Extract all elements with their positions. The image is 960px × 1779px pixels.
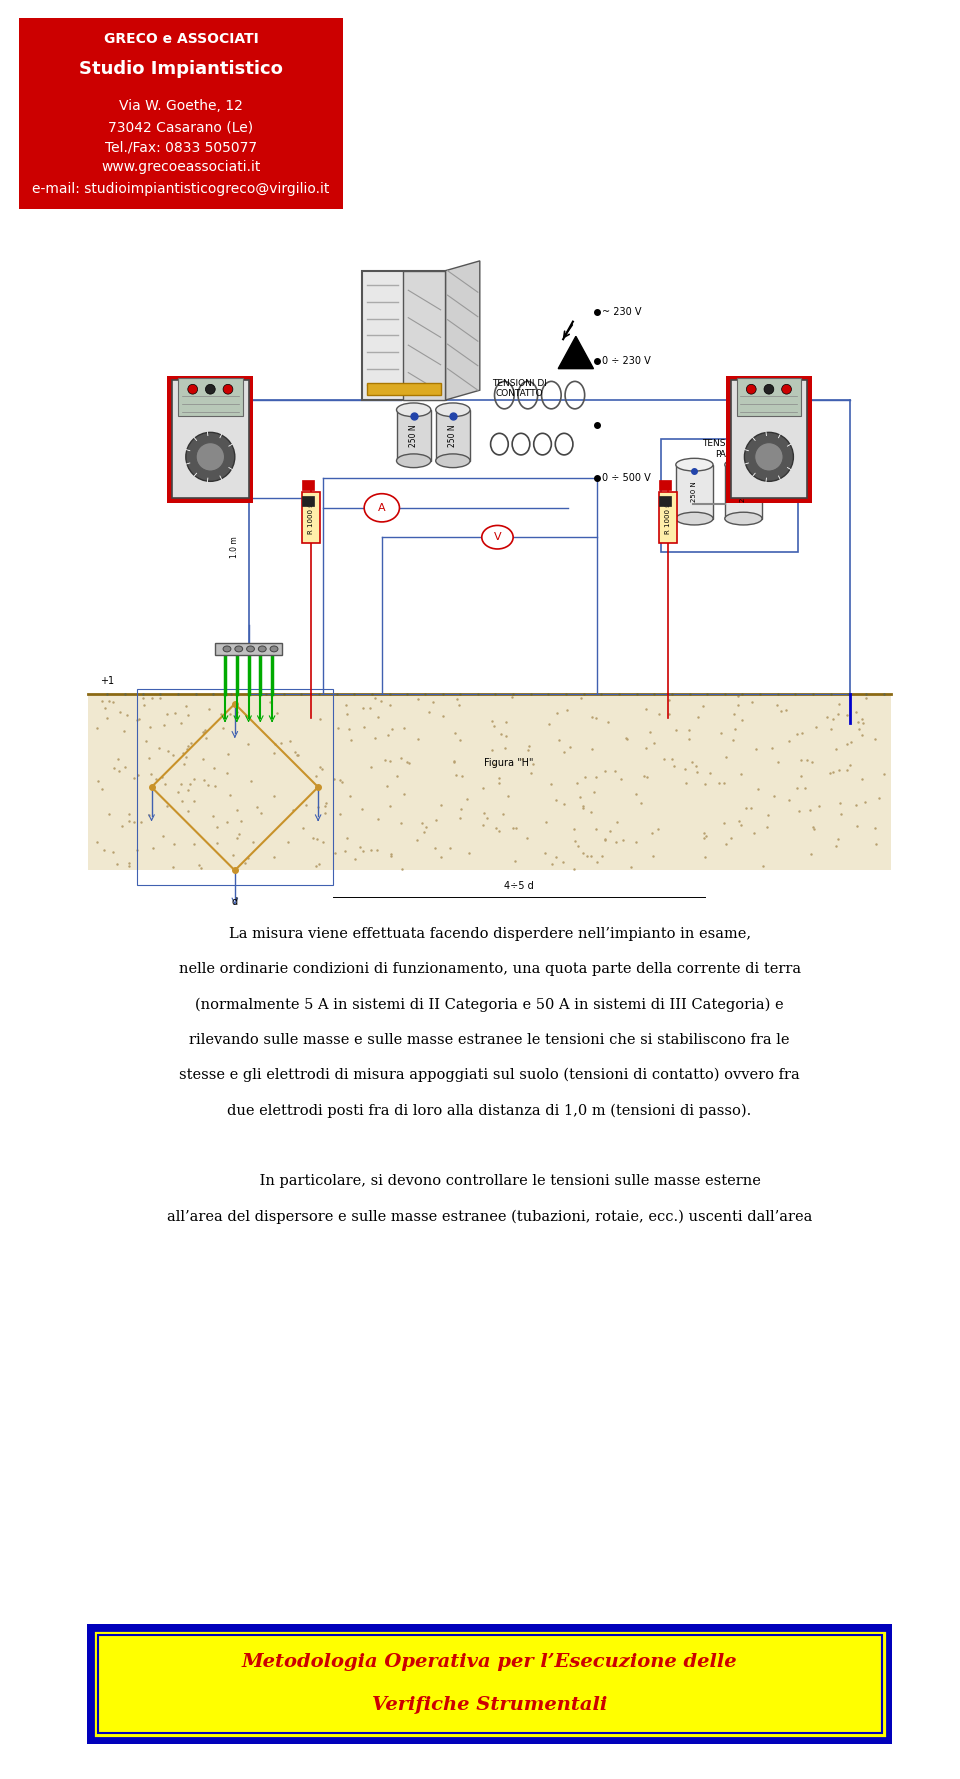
FancyBboxPatch shape [736,379,802,416]
Ellipse shape [482,525,514,550]
Text: all’area del dispersore e sulle masse estranee (tubazioni, rotaie, ecc.) uscenti: all’area del dispersore e sulle masse es… [167,1210,812,1224]
Text: Tel./Fax: 0833 505077: Tel./Fax: 0833 505077 [105,141,257,155]
Text: 1.0 m: 1.0 m [230,535,239,559]
FancyBboxPatch shape [660,480,671,491]
FancyBboxPatch shape [172,381,249,498]
Ellipse shape [746,384,756,395]
Text: In particolare, si devono controllare le tensioni sulle masse esterne: In particolare, si devono controllare le… [218,1174,761,1188]
FancyBboxPatch shape [731,381,807,498]
FancyBboxPatch shape [19,18,343,208]
Ellipse shape [676,512,713,525]
Text: due elettrodi posti fra di loro alla distanza di 1,0 m (tensioni di passo).: due elettrodi posti fra di loro alla dis… [228,1103,752,1117]
Ellipse shape [188,384,198,395]
Ellipse shape [755,443,783,471]
FancyBboxPatch shape [661,439,799,551]
Text: 250 N: 250 N [409,423,419,447]
Text: (normalmente 5 A in sistemi di II Categoria e 50 A in sistemi di III Categoria) : (normalmente 5 A in sistemi di II Catego… [195,998,784,1012]
Text: nelle ordinarie condizioni di funzionamento, una quota parte della corrente di t: nelle ordinarie condizioni di funzioname… [179,962,801,977]
Text: 4÷5 d: 4÷5 d [504,881,534,891]
Text: d: d [231,897,238,907]
Ellipse shape [725,459,762,471]
FancyBboxPatch shape [660,493,677,543]
Text: R 1000 Ω: R 1000 Ω [308,502,314,534]
FancyBboxPatch shape [167,375,253,503]
Text: TENSIONI DI
PASSO: TENSIONI DI PASSO [703,439,757,459]
FancyBboxPatch shape [178,379,243,416]
FancyBboxPatch shape [676,464,713,519]
Text: Metodologia Operativa per l’Esecuzione delle: Metodologia Operativa per l’Esecuzione d… [242,1653,737,1670]
FancyBboxPatch shape [86,1624,893,1743]
Text: GRECO e ASSOCIATI: GRECO e ASSOCIATI [104,32,258,46]
Text: +1: +1 [100,676,113,687]
Text: 250 N: 250 N [740,482,747,502]
Text: R 1000 Ω: R 1000 Ω [665,502,671,534]
FancyBboxPatch shape [403,270,444,400]
FancyBboxPatch shape [396,409,431,461]
Text: stesse e gli elettrodi di misura appoggiati sul suolo (tensioni di contatto) ovv: stesse e gli elettrodi di misura appoggi… [180,1067,800,1082]
Ellipse shape [235,646,243,651]
FancyBboxPatch shape [367,382,441,395]
Ellipse shape [247,646,254,651]
Ellipse shape [223,646,231,651]
Ellipse shape [196,443,225,471]
FancyBboxPatch shape [726,375,812,503]
Ellipse shape [781,384,791,395]
Ellipse shape [436,454,470,468]
Text: rilevando sulle masse e sulle masse estranee le tensioni che si stabiliscono fra: rilevando sulle masse e sulle masse estr… [189,1034,790,1046]
Ellipse shape [364,495,399,521]
Text: Verifiche Strumentali: Verifiche Strumentali [372,1697,608,1715]
Ellipse shape [258,646,266,651]
FancyBboxPatch shape [302,493,320,543]
Text: ~ 230 V: ~ 230 V [602,306,642,317]
Ellipse shape [186,432,235,482]
Ellipse shape [744,432,793,482]
Ellipse shape [270,646,278,651]
FancyBboxPatch shape [302,496,314,505]
Text: V: V [493,532,501,543]
Text: 250 N: 250 N [691,482,697,502]
Text: 0 ÷ 230 V: 0 ÷ 230 V [602,356,651,366]
FancyBboxPatch shape [93,1630,886,1738]
Ellipse shape [223,384,233,395]
Polygon shape [445,262,480,400]
Text: Studio Impiantistico: Studio Impiantistico [79,60,283,78]
Text: TENSIONI DI
CONTATTO: TENSIONI DI CONTATTO [492,379,546,398]
FancyBboxPatch shape [436,409,470,461]
Ellipse shape [396,404,431,416]
Text: www.grecoeassociati.it: www.grecoeassociati.it [101,160,260,174]
Text: La misura viene effettuata facendo disperdere nell’impianto in esame,: La misura viene effettuata facendo dispe… [228,927,751,941]
FancyBboxPatch shape [91,1628,888,1740]
Ellipse shape [396,454,431,468]
Text: 0 ÷ 500 V: 0 ÷ 500 V [602,473,651,484]
Polygon shape [558,336,593,368]
Ellipse shape [676,459,713,471]
Text: 73042 Casarano (Le): 73042 Casarano (Le) [108,121,253,135]
Text: 250 N: 250 N [448,423,457,447]
FancyBboxPatch shape [215,642,282,655]
Polygon shape [87,694,892,870]
Text: A: A [378,503,386,512]
Ellipse shape [764,384,774,395]
Ellipse shape [205,384,215,395]
FancyBboxPatch shape [302,480,314,491]
Text: Via W. Goethe, 12: Via W. Goethe, 12 [119,100,243,114]
Ellipse shape [725,512,762,525]
FancyBboxPatch shape [362,270,445,400]
Ellipse shape [436,404,470,416]
Text: Figura "H": Figura "H" [485,758,534,767]
Text: e-mail: studioimpiantisticogreco@virgilio.it: e-mail: studioimpiantisticogreco@virgili… [33,181,329,196]
FancyBboxPatch shape [725,464,762,519]
FancyBboxPatch shape [660,496,671,505]
